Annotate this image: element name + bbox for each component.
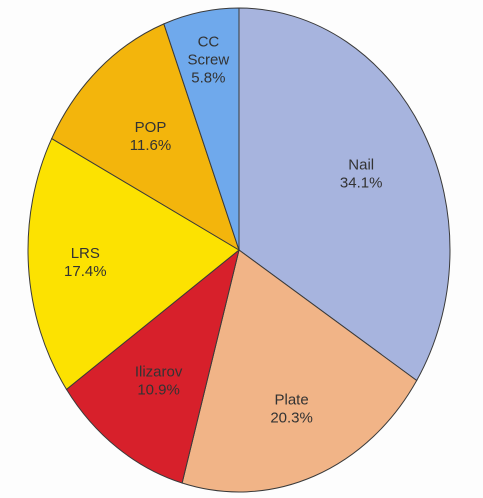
pie-slice-cc-screw [163,7,240,251]
pie-slice-nail [238,7,451,382]
pie-slice-ilizarov [65,248,240,484]
slice-label-pop: POP 11.6% [130,119,171,154]
pie-slice-lrs [27,137,240,391]
pie-labels: Nail 34.1% Plate 20.3% Ilizarov 10.9% LRS 17.4%… [64,34,382,427]
slice-label-lrs: LRS 17.4% [64,245,107,280]
slice-label-nail: Nail 34.1% [340,156,383,191]
slice-label-cc-screw: CC Screw 5.8% [188,34,230,87]
pie-slice-plate [181,249,418,493]
slice-label-ilizarov: Ilizarov 10.9% [135,363,183,398]
slice-label-plate: Plate 20.3% [270,391,313,426]
pie-slice-pop [51,23,240,252]
pie-slices [27,7,451,493]
